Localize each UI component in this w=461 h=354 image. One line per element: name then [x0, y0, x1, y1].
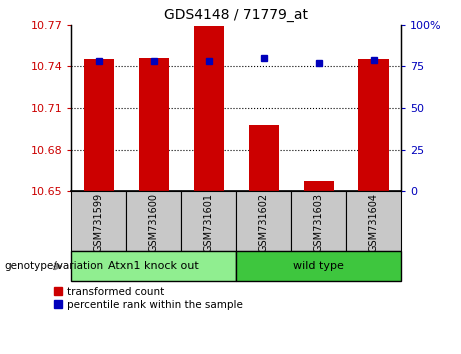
Bar [248, 125, 279, 191]
Bar [181, 191, 236, 251]
Legend: transformed count, percentile rank within the sample: transformed count, percentile rank withi… [53, 287, 243, 310]
Text: Atxn1 knock out: Atxn1 knock out [108, 261, 199, 272]
Bar [236, 251, 401, 281]
Bar [84, 59, 114, 191]
Bar [71, 191, 126, 251]
Title: GDS4148 / 71779_at: GDS4148 / 71779_at [164, 8, 308, 22]
Bar [303, 182, 334, 191]
Text: GSM731601: GSM731601 [204, 193, 214, 252]
Bar [71, 251, 236, 281]
Text: GSM731603: GSM731603 [313, 193, 324, 252]
Bar [291, 191, 346, 251]
Bar [139, 58, 169, 191]
Bar [346, 191, 401, 251]
Text: GSM731602: GSM731602 [259, 193, 269, 252]
Bar [126, 191, 181, 251]
Bar [236, 191, 291, 251]
Text: GSM731600: GSM731600 [149, 193, 159, 252]
Bar [194, 26, 224, 191]
Text: genotype/variation: genotype/variation [5, 261, 104, 272]
Text: GSM731599: GSM731599 [94, 193, 104, 252]
Text: wild type: wild type [293, 261, 344, 272]
Bar [359, 59, 389, 191]
Text: GSM731604: GSM731604 [369, 193, 378, 252]
